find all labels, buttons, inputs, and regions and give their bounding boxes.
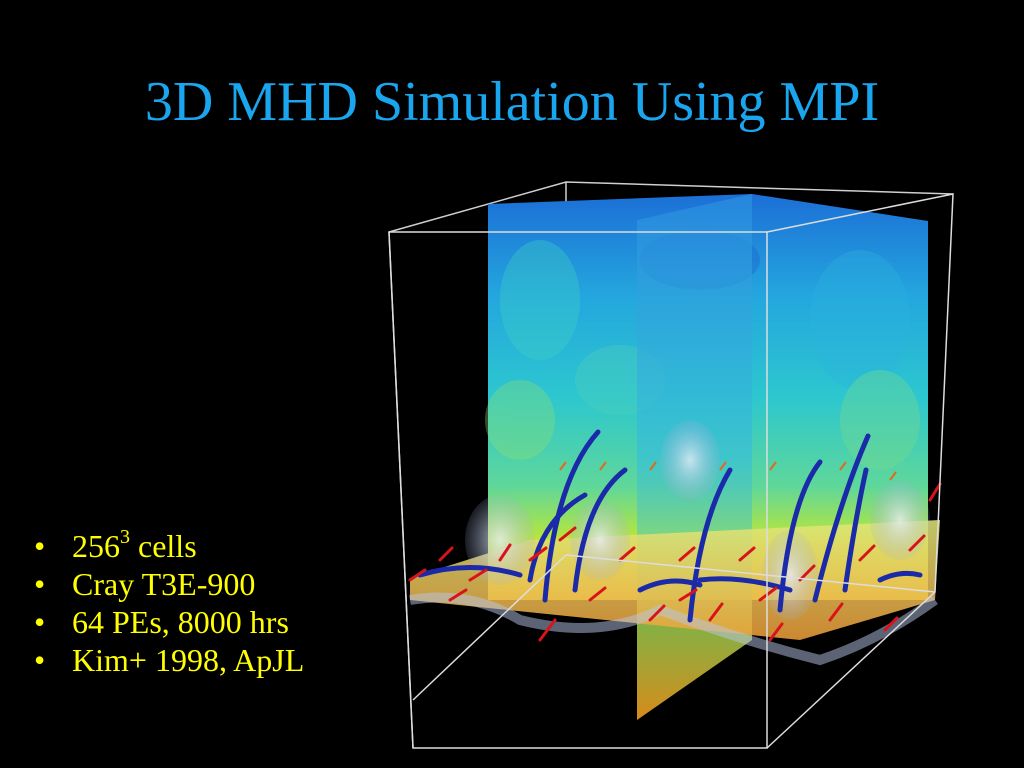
bullet-cells-base: 256: [72, 528, 120, 564]
slide-title: 3D MHD Simulation Using MPI: [144, 71, 880, 133]
magnetic-field-lines: [417, 429, 923, 623]
velocity-vectors: [408, 482, 942, 642]
bullet-machine: Cray T3E-900: [30, 565, 304, 603]
bullet-reference: Kim+ 1998, ApJL: [30, 641, 304, 679]
bullet-list: 2563 cells Cray T3E-900 64 PEs, 8000 hrs…: [30, 527, 304, 679]
bullet-cells-exponent: 3: [120, 526, 130, 548]
cube-front-edges: [388, 193, 954, 749]
bullet-resources: 64 PEs, 8000 hrs: [30, 603, 304, 641]
bullet-cells-rest: cells: [130, 528, 197, 564]
velocity-vectors-small: [559, 461, 897, 481]
bullet-cells: 2563 cells: [30, 527, 304, 565]
